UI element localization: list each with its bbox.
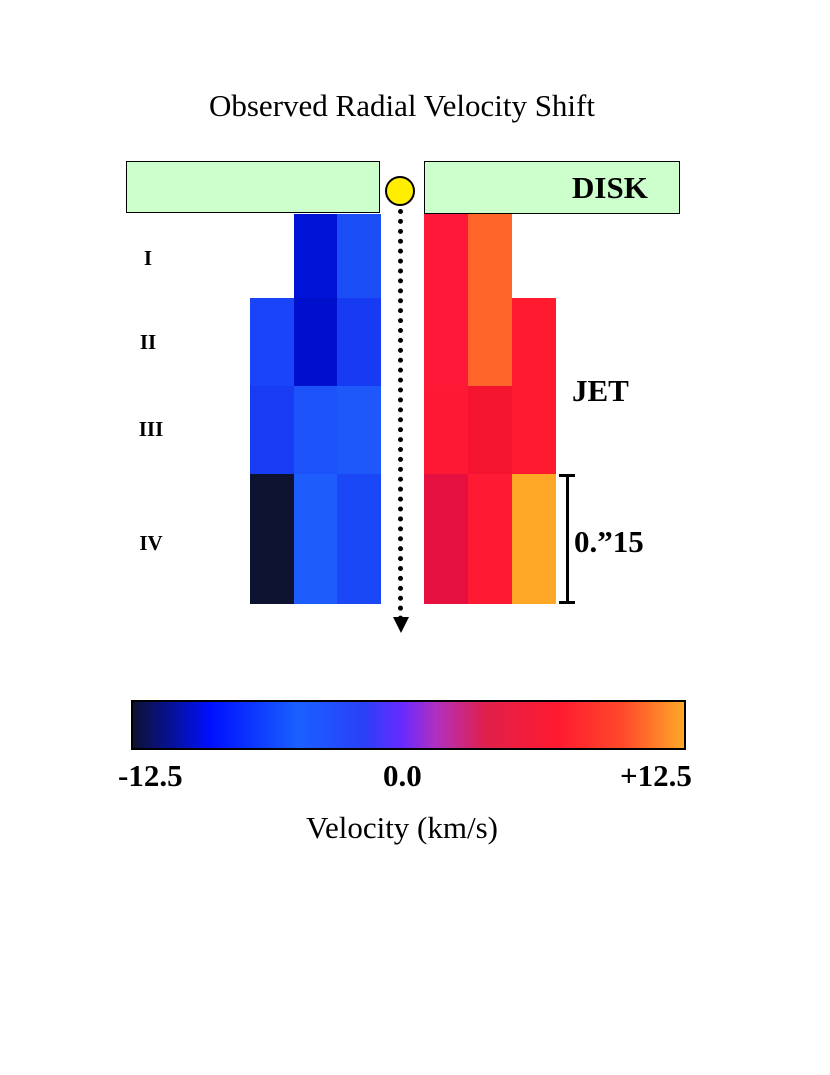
row-label-iv: IV xyxy=(139,531,163,555)
velocity-cell-blue-r3-c3 xyxy=(337,386,381,474)
scale-bar xyxy=(566,474,569,604)
colorbar-axis-label: Velocity (km/s) xyxy=(306,810,498,845)
star-icon xyxy=(385,176,415,206)
disk-right-panel xyxy=(424,161,680,214)
jet-axis-dotted-line xyxy=(398,209,403,621)
row-label-ii: II xyxy=(139,330,157,354)
velocity-cell-blue-r4-c2 xyxy=(294,474,338,604)
velocity-cell-blue-r2-c3 xyxy=(337,298,381,386)
velocity-cell-red-r4-c3 xyxy=(512,474,556,604)
velocity-cell-red-r2-c2 xyxy=(468,298,512,386)
disk-label: DISK xyxy=(572,170,648,205)
velocity-cell-red-r1-c2 xyxy=(468,214,512,298)
velocity-cell-blue-r4-c1 xyxy=(250,474,294,604)
velocity-cell-blue-r2-c1 xyxy=(250,298,294,386)
velocity-cell-blue-r3-c2 xyxy=(294,386,338,474)
velocity-cell-red-r3-c2 xyxy=(468,386,512,474)
velocity-cell-blue-r1-c2 xyxy=(294,214,338,298)
colorbar-max-label: +12.5 xyxy=(620,758,692,793)
jet-arrow-icon xyxy=(393,617,409,633)
velocity-cell-red-r4-c1 xyxy=(424,474,468,604)
colorbar-min-label: -12.5 xyxy=(118,758,183,793)
scale-bar-label: 0.”15 xyxy=(574,524,644,559)
figure-title: Observed Radial Velocity Shift xyxy=(208,88,595,123)
jet-label: JET xyxy=(572,373,629,408)
velocity-cell-red-r2-c3 xyxy=(512,298,556,386)
velocity-cell-blue-r3-c1 xyxy=(250,386,294,474)
row-label-i: I xyxy=(143,246,153,270)
velocity-cell-red-r4-c2 xyxy=(468,474,512,604)
colorbar-mid-label: 0.0 xyxy=(383,758,422,793)
disk-left-panel xyxy=(126,161,380,213)
scale-bar-bottom-tick xyxy=(559,601,575,604)
velocity-cell-red-r3-c1 xyxy=(424,386,468,474)
velocity-cell-blue-r1-c3 xyxy=(337,214,381,298)
scale-bar-top-tick xyxy=(559,474,575,477)
velocity-colorbar xyxy=(131,700,686,750)
velocity-cell-blue-r2-c2 xyxy=(294,298,338,386)
velocity-cell-red-r3-c3 xyxy=(512,386,556,474)
row-label-iii: III xyxy=(138,417,164,441)
velocity-cell-blue-r4-c3 xyxy=(337,474,381,604)
velocity-cell-red-r1-c1 xyxy=(424,214,468,298)
velocity-cell-red-r2-c1 xyxy=(424,298,468,386)
